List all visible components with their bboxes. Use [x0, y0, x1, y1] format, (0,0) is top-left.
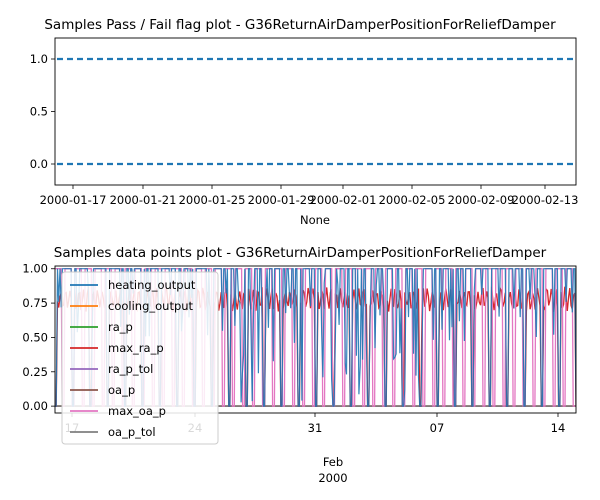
chart1-frame — [54, 37, 577, 186]
chart1-ytick-label: 0.5 — [30, 105, 48, 119]
legend-label-heating_output: heating_output — [108, 278, 196, 292]
chart1-y-ticks: 0.0 0.5 1.0 — [30, 52, 55, 171]
chart2-legend: heating_output cooling_output ra_p max_ra_p… — [61, 271, 219, 445]
legend-label-max_ra_p: max_ra_p — [108, 341, 164, 355]
chart1-data — [57, 57, 574, 166]
chart1-xtick-label: 2000-01-29 — [248, 193, 315, 207]
chart1: Samples Pass / Fail flag plot - G36Retur… — [30, 17, 579, 227]
chart2-xlabel-month: Feb — [323, 455, 343, 469]
chart1-ytick-label: 1.0 — [30, 52, 48, 66]
legend-label-max_oa_p: max_oa_p — [108, 404, 166, 418]
chart1-xlabel: None — [300, 213, 330, 227]
chart2-xtick-label: 07 — [430, 421, 445, 435]
chart1-xtick-label: 2000-02-13 — [512, 193, 579, 207]
chart2-y-ticks: 0.00 0.25 0.50 0.75 1.00 — [22, 262, 55, 413]
legend-label-ra_p: ra_p — [108, 320, 133, 334]
chart2-xtick-label: 31 — [308, 421, 323, 435]
chart2-title: Samples data points plot - G36ReturnAirD… — [54, 245, 547, 261]
chart2-ytick-label: 0.50 — [22, 330, 48, 344]
chart1-xtick-label: 2000-01-21 — [110, 193, 177, 207]
chart1-xtick-label: 2000-01-17 — [40, 193, 107, 207]
chart2-xtick-label: 14 — [551, 421, 566, 435]
chart2-frame — [54, 265, 577, 414]
chart1-xtick-label: 2000-02-01 — [310, 193, 377, 207]
legend-box — [61, 271, 219, 445]
chart2-ytick-label: 0.00 — [22, 399, 48, 413]
chart2-ytick-label: 0.25 — [22, 365, 48, 379]
legend-label-oa_p: oa_p — [108, 383, 135, 397]
chart2-ytick-label: 0.75 — [22, 296, 48, 310]
chart1-xtick-label: 2000-02-09 — [448, 193, 515, 207]
chart1-xtick-label: 2000-02-05 — [379, 193, 446, 207]
chart1-xtick-label: 2000-01-25 — [179, 193, 246, 207]
chart1-x-ticks: 2000-01-17 2000-01-21 2000-01-25 2000-01-29… — [40, 185, 579, 207]
legend-label-oa_p_tol: oa_p_tol — [108, 425, 156, 439]
chart2-ytick-label: 1.00 — [22, 262, 48, 276]
chart2: Samples data points plot - G36ReturnAirD… — [22, 245, 577, 485]
legend-label-ra_p_tol: ra_p_tol — [108, 362, 153, 376]
legend-label-cooling_output: cooling_output — [108, 299, 194, 313]
chart2-xlabel-year: 2000 — [318, 471, 347, 485]
chart1-ytick-label: 0.0 — [30, 157, 48, 171]
chart1-title: Samples Pass / Fail flag plot - G36Retur… — [44, 17, 556, 33]
